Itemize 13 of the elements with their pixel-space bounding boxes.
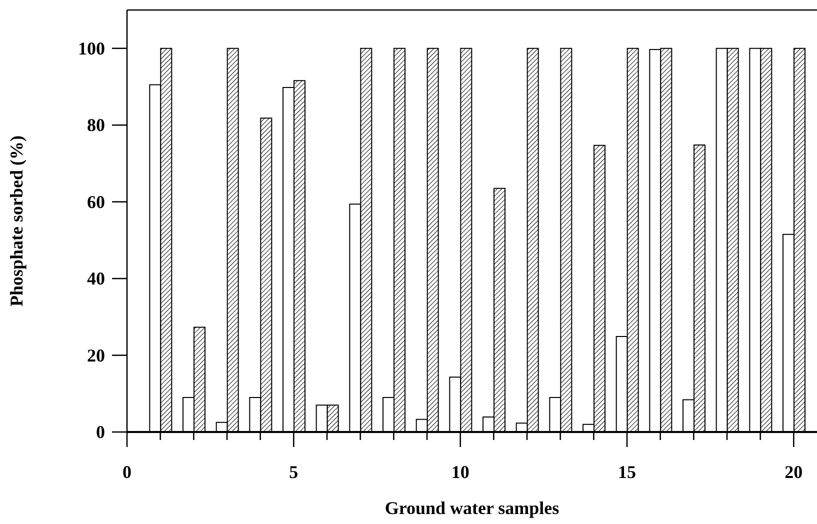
y-tick-label: 80: [87, 115, 105, 136]
x-tick-label: 15: [618, 462, 636, 482]
y-tick-label: 0: [96, 422, 105, 442]
y-tick-label: 20: [87, 345, 105, 366]
y-tick-label: 40: [87, 268, 105, 289]
x-axis-title: Ground water samples: [384, 498, 560, 518]
x-tick-label: 5: [289, 462, 298, 482]
x-tick-label: 0: [122, 462, 132, 482]
y-tick-label: 60: [87, 192, 105, 212]
x-tick-label: 20: [784, 462, 803, 482]
y-tick-label: 100: [78, 38, 105, 58]
x-tick-label: 10: [451, 462, 470, 482]
y-axis-title: Phosphate sorbed (%): [6, 135, 26, 307]
